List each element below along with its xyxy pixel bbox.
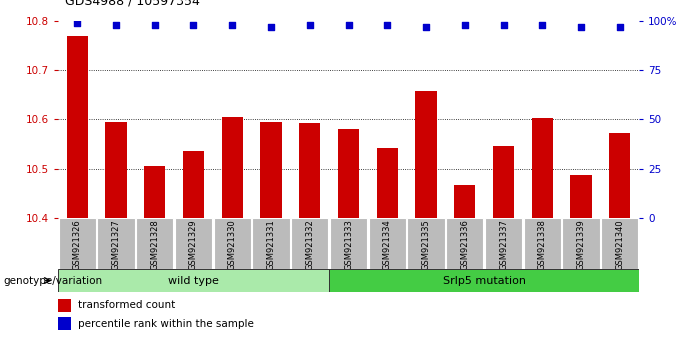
Text: GSM921333: GSM921333: [344, 219, 353, 270]
Bar: [175, 218, 212, 269]
Text: GSM921339: GSM921339: [577, 219, 585, 270]
Bar: [136, 218, 173, 269]
Point: [382, 22, 393, 28]
Point: [305, 22, 316, 28]
Text: GSM921330: GSM921330: [228, 219, 237, 270]
Bar: [338, 129, 359, 218]
Text: Srlp5 mutation: Srlp5 mutation: [443, 275, 526, 286]
Point: [575, 24, 586, 30]
Text: GSM921326: GSM921326: [73, 219, 82, 270]
Bar: [299, 123, 320, 218]
Bar: [58, 218, 96, 269]
Bar: [97, 218, 135, 269]
Bar: [532, 119, 553, 218]
Bar: [291, 218, 328, 269]
Bar: [407, 218, 445, 269]
Bar: [214, 218, 251, 269]
Point: [226, 22, 238, 28]
Bar: [260, 122, 282, 218]
Point: [265, 24, 276, 30]
Text: wild type: wild type: [168, 275, 219, 286]
Text: GSM921338: GSM921338: [538, 219, 547, 270]
Bar: [571, 175, 592, 218]
Bar: [58, 269, 329, 292]
Bar: [601, 218, 639, 269]
Point: [460, 22, 471, 28]
Text: GSM921329: GSM921329: [189, 219, 198, 270]
Point: [188, 22, 199, 28]
Point: [72, 21, 83, 26]
Bar: [493, 145, 514, 218]
Bar: [144, 166, 165, 218]
Bar: [330, 218, 367, 269]
Point: [343, 22, 354, 28]
Bar: [369, 218, 406, 269]
Text: GSM921335: GSM921335: [422, 219, 430, 270]
Bar: [446, 218, 483, 269]
Bar: [183, 152, 204, 218]
Bar: [222, 117, 243, 218]
Text: genotype/variation: genotype/variation: [3, 275, 103, 286]
Text: GSM921331: GSM921331: [267, 219, 275, 270]
Text: percentile rank within the sample: percentile rank within the sample: [78, 319, 254, 329]
Text: GSM921336: GSM921336: [460, 219, 469, 270]
Bar: [562, 218, 600, 269]
Bar: [415, 91, 437, 218]
Bar: [252, 218, 290, 269]
Bar: [58, 299, 71, 312]
Text: GSM921327: GSM921327: [112, 219, 120, 270]
Point: [498, 22, 509, 28]
Bar: [67, 36, 88, 218]
Point: [614, 24, 625, 30]
Bar: [105, 122, 126, 218]
Text: GSM921334: GSM921334: [383, 219, 392, 270]
Bar: [609, 133, 630, 218]
Text: transformed count: transformed count: [78, 300, 175, 310]
Text: GSM921328: GSM921328: [150, 219, 159, 270]
Text: GSM921332: GSM921332: [305, 219, 314, 270]
Text: GSM921340: GSM921340: [615, 219, 624, 270]
Bar: [485, 218, 522, 269]
Point: [537, 22, 547, 28]
Bar: [454, 185, 475, 218]
Text: GSM921337: GSM921337: [499, 219, 508, 270]
Bar: [377, 148, 398, 218]
Point: [420, 24, 431, 30]
Bar: [329, 269, 639, 292]
Point: [149, 22, 160, 28]
Text: GDS4988 / 10597354: GDS4988 / 10597354: [65, 0, 199, 7]
Point: [110, 22, 121, 28]
Bar: [524, 218, 561, 269]
Bar: [58, 317, 71, 330]
